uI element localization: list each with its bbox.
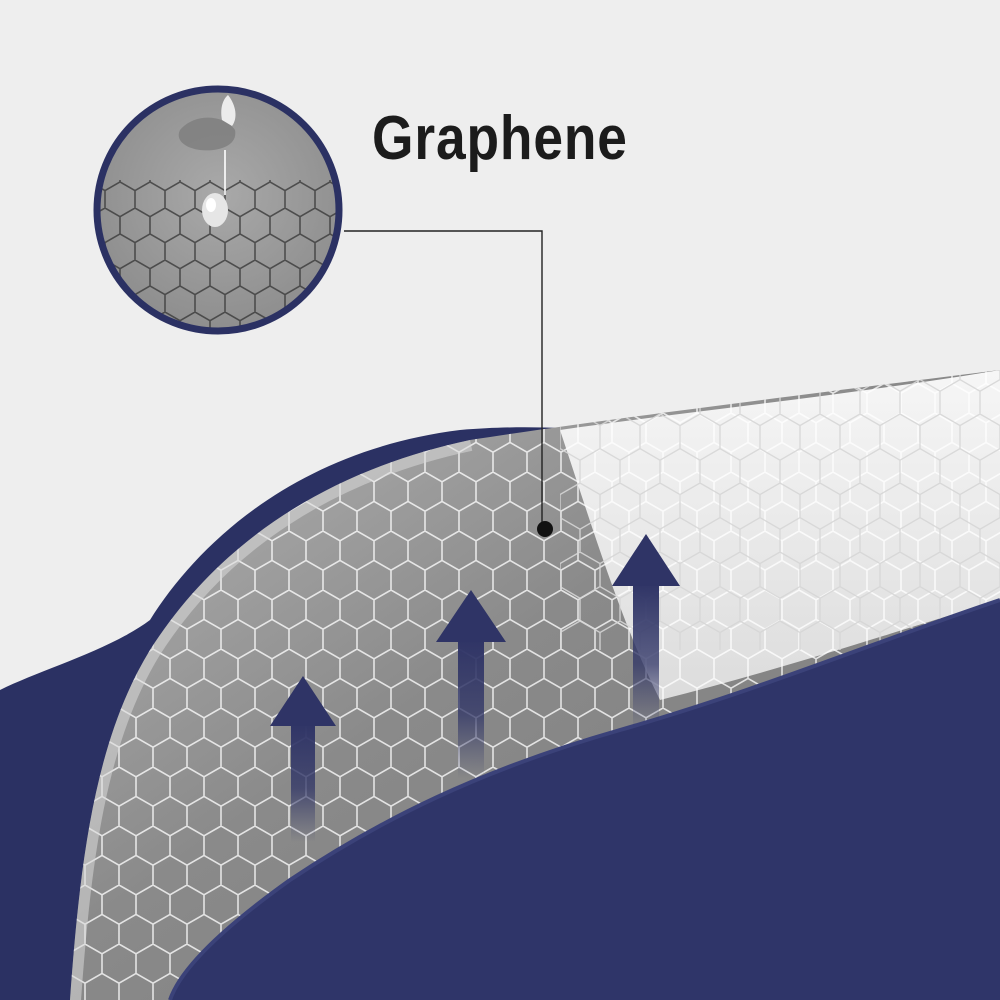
graphene-title: Graphene — [372, 108, 628, 170]
callout-dot — [537, 521, 553, 537]
